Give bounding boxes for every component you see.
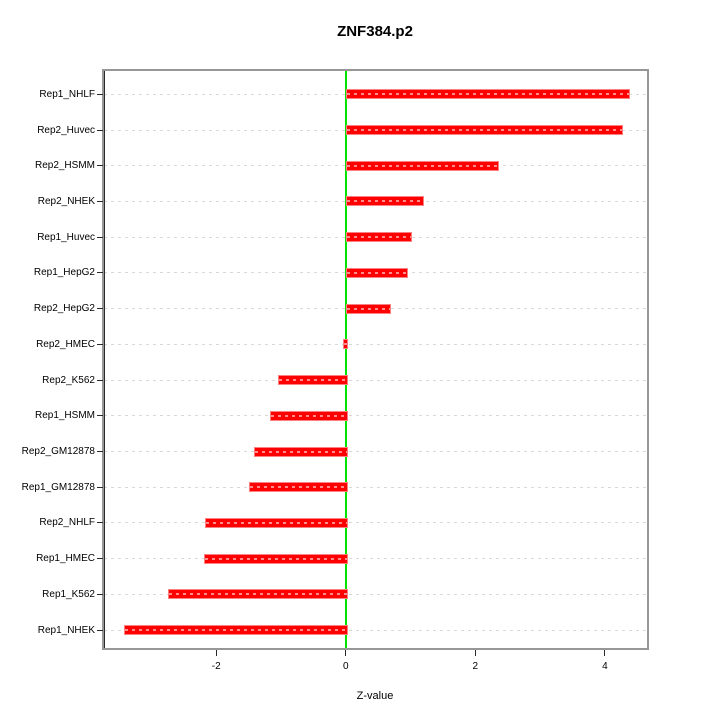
y-tick-label: Rep1_GM12878: [21, 481, 95, 493]
y-tick-label: Rep1_HSMM: [34, 410, 95, 422]
gridline: [103, 486, 647, 488]
y-axis-tick: [96, 93, 103, 95]
gridline: [103, 593, 647, 595]
bar: [343, 339, 348, 350]
bar: [345, 303, 392, 314]
y-tick-label: Rep2_HSMM: [34, 160, 95, 172]
gridline: [103, 379, 647, 381]
bar-inner-dash: [249, 486, 347, 489]
zero-line: [345, 71, 347, 648]
bar: [345, 267, 408, 278]
bar-inner-dash: [346, 271, 407, 274]
y-axis-tick: [96, 558, 103, 560]
bar-inner-dash: [346, 93, 630, 96]
y-axis-tick: [96, 451, 103, 452]
bar-inner-dash: [346, 164, 498, 167]
bar-inner-dash: [168, 593, 347, 596]
y-tick-label: Rep2_Huvec: [37, 124, 95, 136]
bar-inner-dash: [346, 129, 623, 132]
y-tick-label: Rep1_Huvec: [37, 231, 95, 243]
x-tick-label: 4: [602, 661, 608, 672]
x-axis-label: Z-value: [356, 690, 394, 702]
bar-inner-dash: [124, 629, 347, 632]
x-axis-tick: [474, 650, 476, 656]
bar: [204, 517, 348, 528]
plot-area: [101, 69, 649, 650]
y-axis-tick: [96, 379, 103, 381]
y-axis-line: [103, 71, 105, 648]
chart-title: ZNF384.p2: [337, 23, 413, 40]
y-axis-tick: [96, 629, 103, 631]
x-tick-label: 0: [342, 661, 349, 672]
bar: [248, 482, 348, 493]
bar: [123, 625, 348, 636]
y-tick-label: Rep2_K562: [42, 374, 95, 386]
y-axis-tick: [96, 200, 103, 202]
y-axis-tick: [96, 343, 103, 345]
y-tick-label: Rep1_K562: [42, 588, 95, 600]
bar-inner-dash: [344, 343, 347, 346]
gridline: [103, 629, 647, 631]
x-axis-tick: [604, 650, 606, 656]
bar: [345, 232, 412, 243]
y-tick-label: Rep2_HepG2: [33, 303, 95, 315]
y-axis-tick: [96, 272, 103, 274]
bar-inner-dash: [346, 236, 411, 239]
x-tick-label: -2: [211, 661, 221, 672]
y-tick-label: Rep2_NHLF: [39, 517, 95, 529]
y-tick-label: Rep1_HepG2: [33, 267, 95, 279]
gridline: [103, 451, 647, 452]
y-axis-tick: [96, 593, 103, 595]
bar: [345, 196, 425, 207]
x-tick-label: 2: [472, 661, 479, 672]
bar: [203, 553, 348, 564]
y-axis-tick: [96, 129, 103, 131]
bar: [345, 89, 631, 100]
bar-inner-dash: [205, 521, 347, 524]
bar-inner-dash: [270, 414, 347, 417]
bar: [345, 125, 624, 136]
bar-inner-dash: [346, 200, 424, 203]
y-axis-tick: [96, 236, 103, 238]
bar: [167, 589, 348, 600]
bar-inner-dash: [204, 557, 347, 560]
y-axis-tick: [96, 522, 103, 524]
y-tick-label: Rep2_HMEC: [36, 338, 95, 350]
gridline: [103, 415, 647, 417]
y-axis-tick: [96, 308, 103, 310]
y-tick-label: Rep1_NHLF: [39, 88, 95, 100]
y-tick-label: Rep1_HMEC: [36, 553, 95, 565]
y-axis-tick: [96, 486, 103, 488]
x-axis-tick: [215, 650, 217, 656]
bar-inner-dash: [279, 379, 347, 382]
gridline: [103, 522, 647, 524]
bar: [269, 410, 348, 421]
y-tick-label: Rep2_GM12878: [21, 446, 95, 457]
gridline: [103, 343, 647, 345]
bar: [345, 160, 499, 171]
x-axis-tick: [345, 650, 347, 656]
bar: [278, 375, 348, 386]
bar: [253, 446, 348, 457]
bar-inner-dash: [346, 307, 391, 310]
y-axis-tick: [96, 165, 103, 167]
bar-inner-dash: [254, 450, 347, 453]
gridline: [103, 558, 647, 560]
y-tick-label: Rep1_NHEK: [37, 624, 95, 636]
y-axis-tick: [96, 415, 103, 417]
y-tick-label: Rep2_NHEK: [37, 195, 95, 207]
